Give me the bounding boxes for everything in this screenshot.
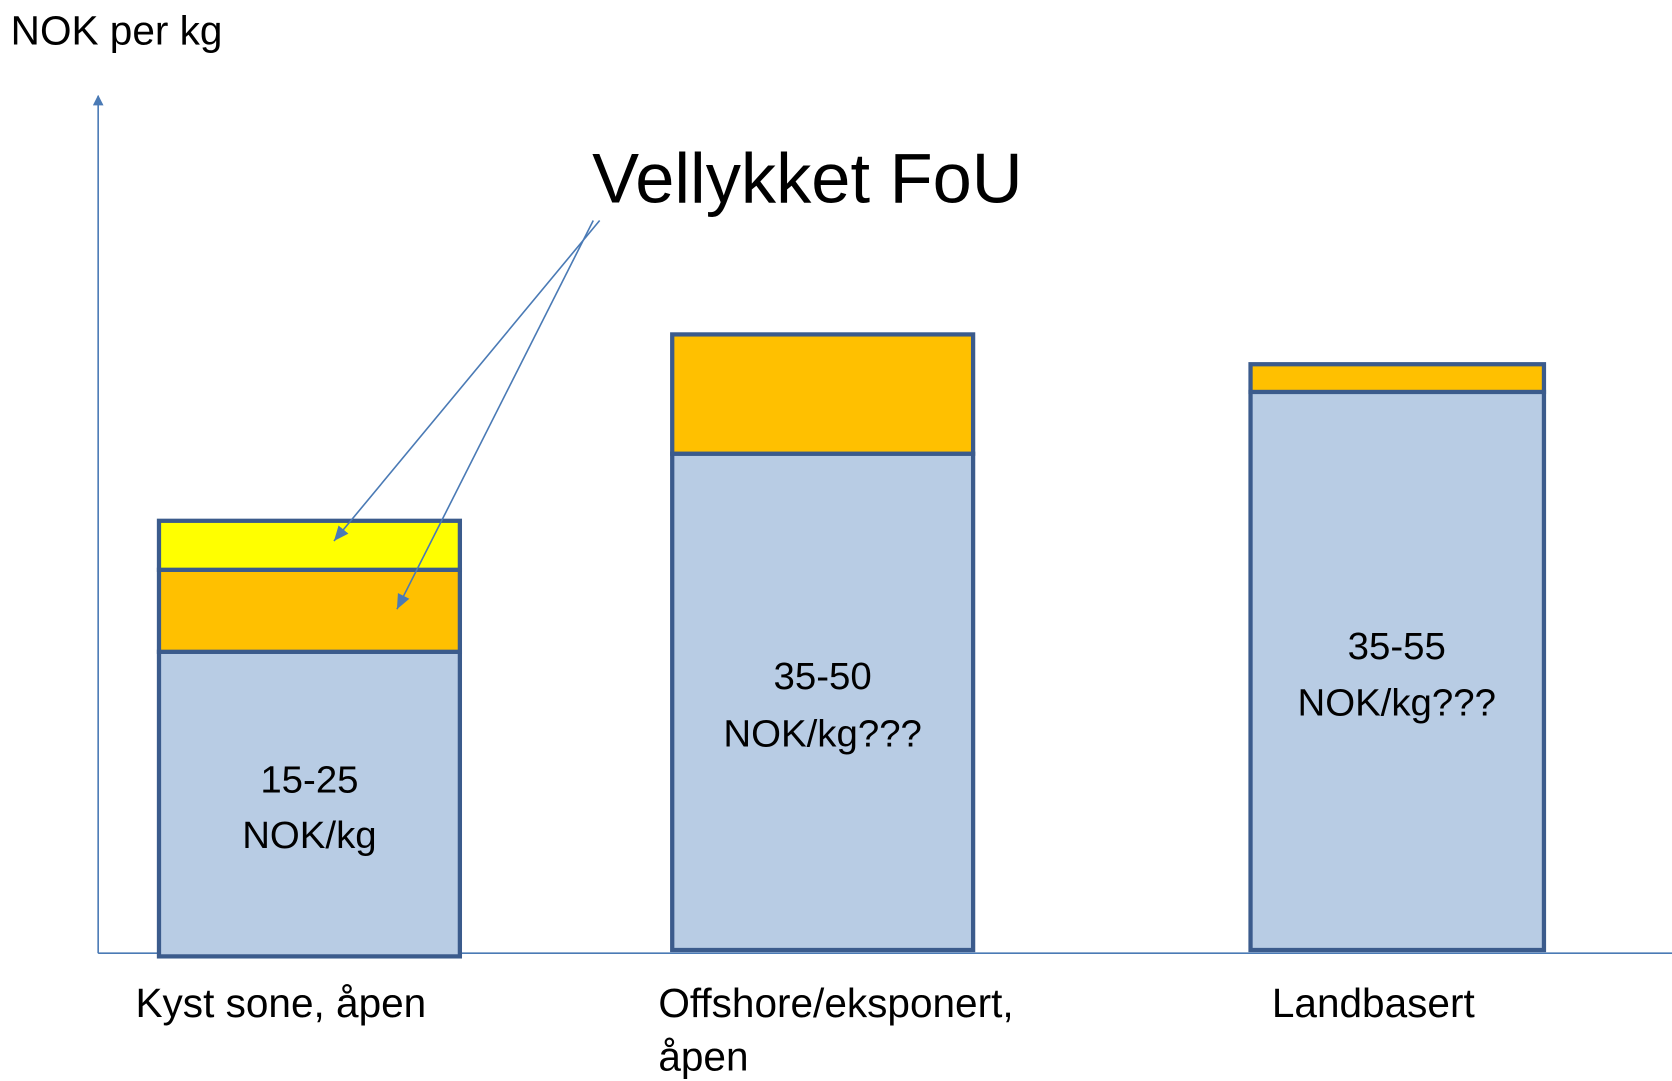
bar-label: 35-50 [774,655,872,698]
category-label: Kyst sone, åpen [136,980,427,1026]
bar-label: NOK/kg [242,814,376,857]
bar-label: NOK/kg??? [1297,682,1495,725]
bar-segment [156,567,463,654]
bar-segment [670,332,976,456]
category-label: Landbasert [1272,980,1475,1026]
bar-label: 35-55 [1348,625,1446,668]
bar-base [156,649,463,959]
arrow [333,219,601,542]
bar-segment [156,518,463,572]
bar-segment [1248,362,1547,395]
y-axis-label: NOK per kg [11,8,223,54]
annotation: Vellykket FoU [592,138,1022,217]
bar-base [1248,389,1547,953]
category-label: Offshore/eksponert, [658,980,1013,1026]
bar-label: NOK/kg??? [723,713,921,756]
arrow [396,220,594,610]
bar-base [670,451,976,953]
category-label: åpen [658,1033,748,1079]
bar-label: 15-25 [260,758,358,801]
